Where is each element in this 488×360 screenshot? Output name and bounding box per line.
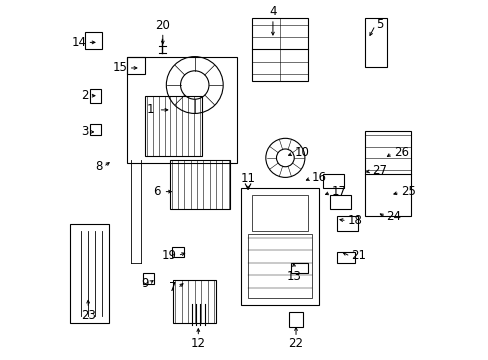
Text: 21: 21 [350, 249, 366, 262]
Text: 8: 8 [95, 160, 102, 173]
Text: 11: 11 [240, 171, 255, 185]
Text: 10: 10 [294, 146, 308, 159]
Text: 20: 20 [155, 19, 170, 32]
Bar [336, 216, 358, 231]
Text: 17: 17 [331, 185, 346, 198]
Text: 15: 15 [112, 61, 127, 74]
Bar [336, 252, 354, 263]
Text: 19: 19 [162, 249, 177, 262]
Text: 3: 3 [81, 125, 88, 138]
Bar [322, 174, 343, 188]
Text: 5: 5 [375, 18, 383, 31]
Text: 9: 9 [141, 278, 148, 291]
Text: 2: 2 [81, 89, 88, 102]
Text: 12: 12 [190, 337, 205, 350]
Text: 13: 13 [286, 270, 301, 283]
Text: 14: 14 [71, 36, 86, 49]
Text: 6: 6 [153, 185, 161, 198]
Text: 25: 25 [400, 185, 415, 198]
Text: 26: 26 [393, 146, 408, 159]
Text: 24: 24 [386, 210, 401, 223]
Text: 1: 1 [146, 103, 154, 116]
Text: 16: 16 [311, 171, 326, 184]
Bar [290, 263, 308, 273]
Text: 23: 23 [81, 309, 96, 322]
Text: 18: 18 [347, 213, 362, 226]
Text: 22: 22 [288, 337, 303, 350]
Bar [329, 195, 350, 210]
Text: 7: 7 [169, 281, 177, 294]
Text: 27: 27 [372, 164, 386, 177]
Text: 4: 4 [268, 5, 276, 18]
